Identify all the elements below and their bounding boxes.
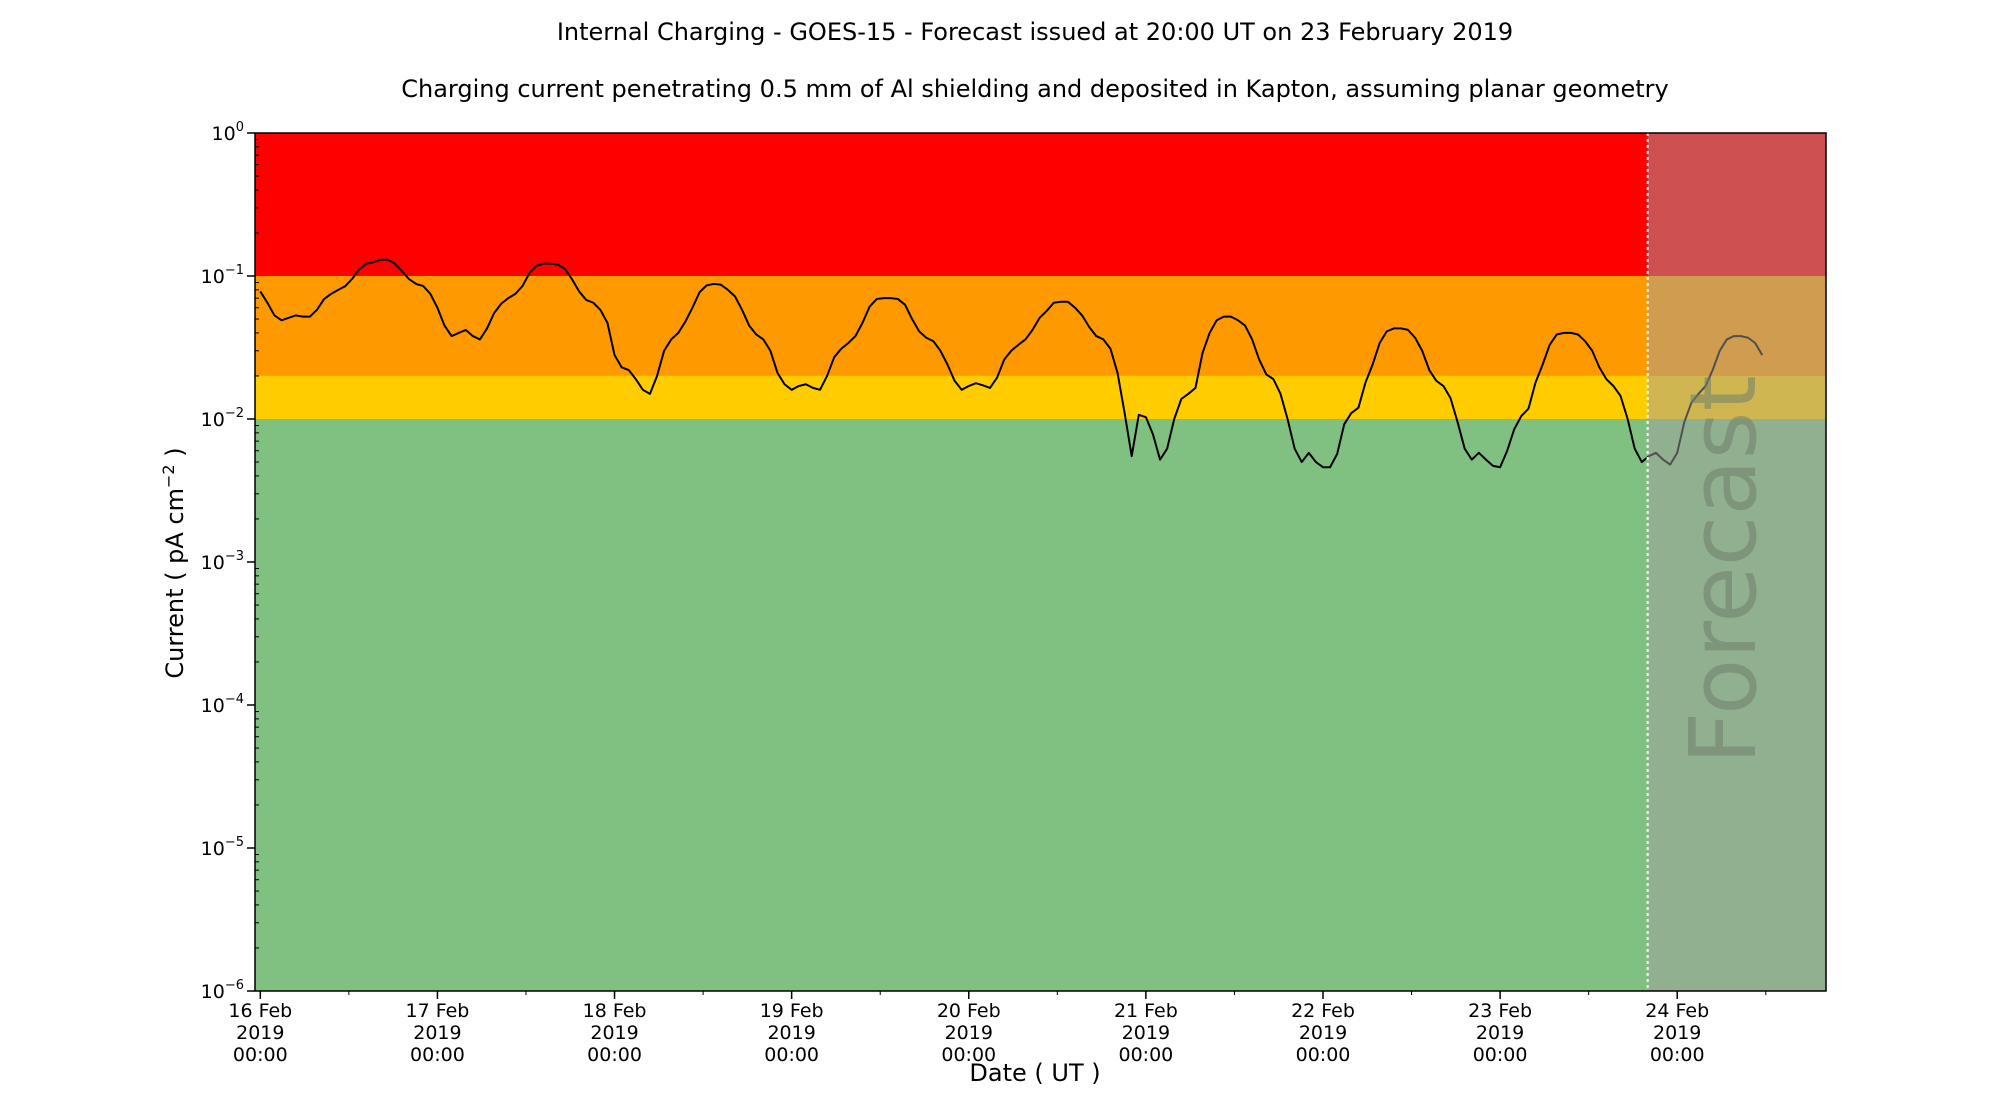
- x-tick-label: 00:00: [1473, 1044, 1528, 1066]
- x-axis-label: Date ( UT ): [969, 1059, 1100, 1087]
- x-tick-label: 19 Feb: [760, 1000, 824, 1022]
- forecast-label: Forecast: [1670, 375, 1777, 764]
- x-tick-label: 00:00: [1296, 1044, 1351, 1066]
- x-tick-label: 00:00: [764, 1044, 819, 1066]
- x-tick-label: 00:00: [587, 1044, 642, 1066]
- series-layer: [259, 258, 1764, 469]
- threshold-bands: [255, 133, 1826, 991]
- chart-subtitle: Charging current penetrating 0.5 mm of A…: [401, 75, 1669, 103]
- x-tick-label: 2019: [1122, 1022, 1170, 1044]
- x-tick-label: 16 Feb: [228, 1000, 292, 1022]
- chart-title: Internal Charging - GOES-15 - Forecast i…: [557, 18, 1513, 46]
- forecast-region: Forecast: [1646, 133, 1826, 991]
- x-tick-label: 20 Feb: [937, 1000, 1001, 1022]
- x-tick-label: 21 Feb: [1114, 1000, 1178, 1022]
- forecast-overlay: [1647, 133, 1826, 991]
- x-tick-label: 00:00: [233, 1044, 288, 1066]
- series-line-0: [259, 258, 1764, 469]
- y-axis-ticks: 10−6 10−5 10−4 10−3 10−2 10−1 100: [201, 120, 259, 1003]
- y-tick-label: 100: [212, 120, 244, 145]
- x-tick-label: 2019: [413, 1022, 461, 1044]
- plot-frame: [254, 132, 1827, 992]
- y-tick-label: 10−3: [201, 549, 244, 574]
- y-tick-label: 10−6: [201, 978, 244, 1003]
- x-tick-label: 2019: [236, 1022, 284, 1044]
- y-tick-label: 10−1: [201, 263, 244, 288]
- x-tick-label: 2019: [945, 1022, 993, 1044]
- y-tick-label: 10−4: [201, 692, 244, 717]
- band-0: [255, 133, 1826, 276]
- y-axis-label: Current ( pA cm−2 ): [159, 447, 190, 678]
- band-2: [255, 375, 1826, 419]
- x-tick-label: 00:00: [1650, 1044, 1705, 1066]
- x-tick-label: 00:00: [410, 1044, 465, 1066]
- x-tick-label: 2019: [1476, 1022, 1524, 1044]
- band-1: [255, 276, 1826, 376]
- x-tick-label: 22 Feb: [1291, 1000, 1355, 1022]
- x-tick-label: 2019: [590, 1022, 638, 1044]
- x-tick-label: 17 Feb: [405, 1000, 469, 1022]
- x-tick-label: 2019: [767, 1022, 815, 1044]
- x-tick-label: 00:00: [941, 1044, 996, 1066]
- band-3: [255, 419, 1826, 991]
- y-tick-label: 10−5: [201, 835, 244, 860]
- x-tick-label: 23 Feb: [1468, 1000, 1532, 1022]
- y-tick-label: 10−2: [201, 406, 244, 431]
- x-tick-label: 00:00: [1118, 1044, 1173, 1066]
- x-tick-label: 24 Feb: [1645, 1000, 1709, 1022]
- x-tick-label: 2019: [1299, 1022, 1347, 1044]
- x-tick-label: 18 Feb: [583, 1000, 647, 1022]
- x-tick-label: 2019: [1653, 1022, 1701, 1044]
